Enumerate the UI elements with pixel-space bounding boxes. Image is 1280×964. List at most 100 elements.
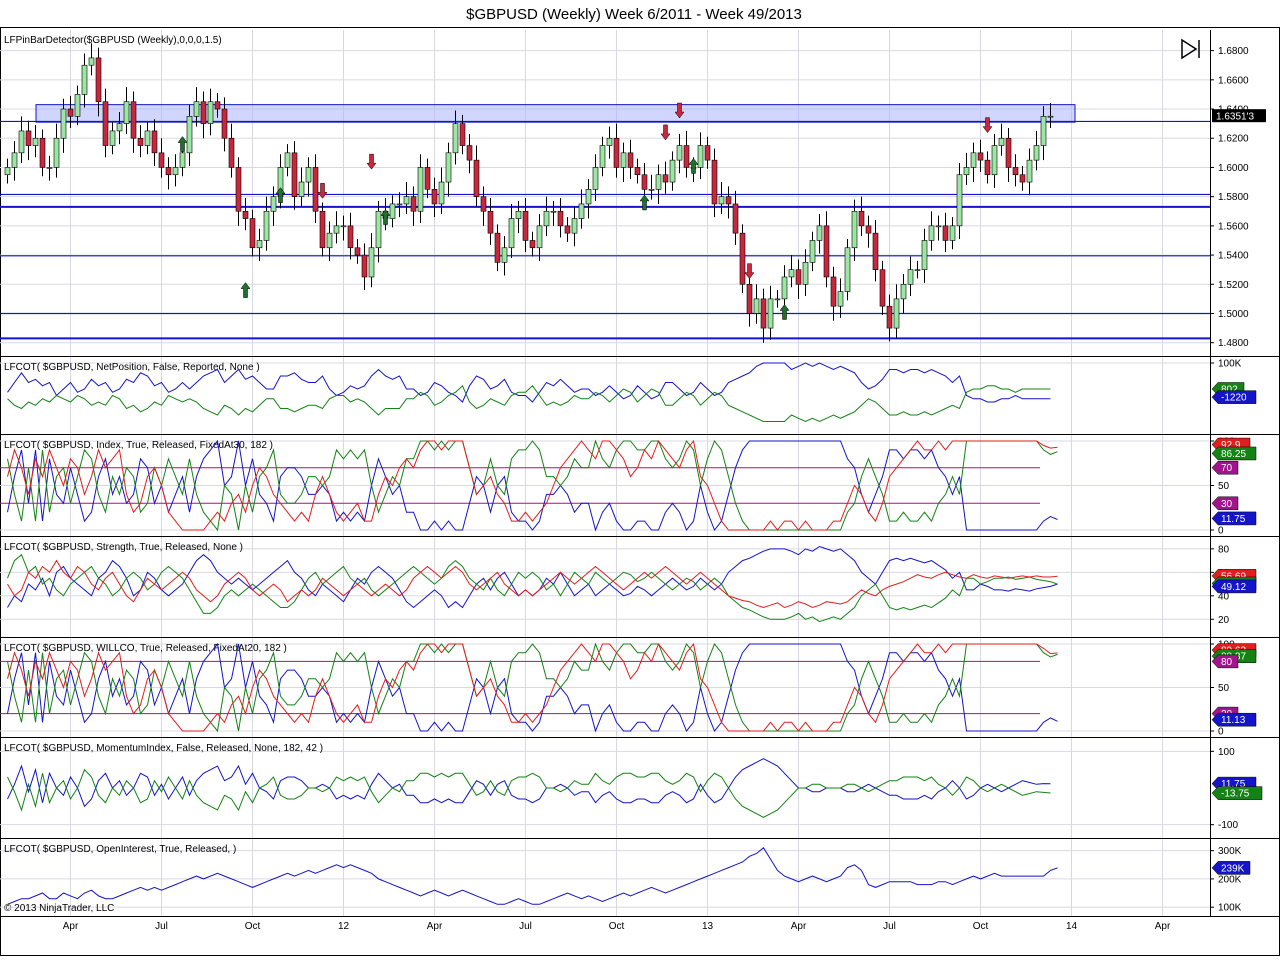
y-tick-label: 40 (1218, 591, 1230, 602)
candle-body (165, 167, 172, 176)
candle-body (914, 269, 921, 271)
candle-body (753, 298, 760, 314)
candle-body (970, 152, 977, 168)
pinbar-up-arrow (380, 209, 391, 225)
candle-body (144, 130, 151, 146)
candle-body (662, 174, 669, 183)
candle-body (403, 196, 410, 205)
pinbar-up-arrow (177, 136, 188, 152)
candle-body (172, 167, 179, 176)
candle-body (1026, 159, 1033, 183)
candle-body (53, 137, 60, 168)
candle-body (543, 210, 550, 227)
candle-body (81, 64, 88, 95)
candle-body (669, 159, 676, 183)
series-line-blue (7, 847, 1058, 905)
candle-body (109, 130, 116, 146)
candle-body (130, 101, 137, 139)
candle-body (459, 123, 466, 146)
candle-body (858, 210, 865, 227)
candle-body (207, 101, 214, 124)
candle-body (928, 225, 935, 241)
candle-body (333, 225, 340, 234)
candle-body (508, 218, 515, 249)
value-badge-text: -1220 (1221, 393, 1247, 404)
candle-body (4, 167, 11, 176)
candle-body (123, 101, 130, 124)
candle-body (60, 108, 67, 139)
x-tick-label: Oct (609, 921, 625, 932)
candle-body (88, 57, 95, 66)
candle-body (683, 145, 690, 168)
candle-body (823, 225, 830, 278)
candle-body (1040, 116, 1047, 146)
candle-body (228, 137, 235, 168)
candle-body (648, 189, 655, 191)
value-badge-text: 92.9 (1221, 440, 1241, 451)
y-tick-label: 0 (1218, 727, 1224, 738)
candle-body (998, 137, 1005, 146)
candle-body (977, 152, 984, 161)
candle-body (893, 298, 900, 329)
value-badge (1211, 446, 1257, 461)
y-tick-label: 50 (1218, 683, 1230, 694)
candle-body (676, 145, 683, 161)
candle-body (480, 196, 487, 212)
value-badge (1211, 460, 1239, 475)
candle-body (186, 116, 193, 154)
pane-label: LFCOT( $GBPUSD, NetPosition, False, Repo… (4, 362, 260, 373)
panes: 1.4800 1.5000 1.5200 1.5400 1.5600 1.5800 1.60… (0, 27, 1280, 956)
y-tick-label: 20 (1218, 615, 1230, 626)
candle-body (270, 196, 277, 212)
candle-body (263, 210, 270, 241)
series-line-green (7, 768, 1051, 818)
candle-body (578, 203, 585, 219)
candle-body (739, 232, 746, 285)
candle-body (501, 247, 508, 263)
pane-label: LFCOT( $GBPUSD, Index, True, Released, F… (4, 440, 273, 451)
candle-body (179, 152, 186, 168)
candle-body (963, 167, 970, 176)
last-price-badge (1212, 109, 1266, 123)
candle-body (851, 210, 858, 249)
candle-body (221, 108, 228, 139)
value-badge-text: 49.12 (1221, 582, 1246, 593)
candle-body (18, 130, 25, 154)
play-icon[interactable] (1181, 38, 1200, 60)
candle-body (116, 123, 123, 132)
candle-body (865, 225, 872, 234)
candle-body (137, 137, 144, 146)
candle-body (655, 174, 662, 190)
x-tick-label: Jul (519, 921, 532, 932)
pinbar-up-arrow (779, 304, 790, 320)
candle-body (613, 137, 620, 168)
value-badge (1211, 712, 1257, 727)
series-line-blue (7, 642, 1058, 733)
x-tick-label: Apr (791, 921, 807, 932)
candle-body (830, 276, 837, 307)
candle-body (431, 189, 438, 205)
pane-label: LFPinBarDetector($GBPUSD (Weekly),0,0,0,… (4, 35, 222, 46)
x-tick-label: Oct (245, 921, 261, 932)
candle-body (494, 232, 501, 263)
pane-2: 050100LFCOT( $GBPUSD, Index, True, Relea… (0, 435, 1280, 537)
candle-body (256, 240, 263, 249)
y-tick-label: 1.5800 (1218, 192, 1249, 203)
x-tick-label: Jul (883, 921, 896, 932)
candle-body (452, 123, 459, 154)
y-tick-label: 200K (1218, 874, 1242, 885)
candle-body (935, 225, 942, 228)
pinbar-down-arrow (366, 153, 377, 170)
candle-body (711, 159, 718, 205)
value-badge-text: 30 (1221, 499, 1233, 510)
candle-body (46, 167, 53, 169)
candle-body (627, 152, 634, 168)
pane-label: LFCOT( $GBPUSD, OpenInterest, True, Rele… (4, 844, 236, 855)
candle-body (837, 291, 844, 307)
candle-body (634, 167, 641, 176)
pinbar-down-arrow (744, 263, 755, 280)
pane-label: LFCOT( $GBPUSD, WILLCO, True, Released, … (4, 643, 287, 654)
value-badge-text: 11.13 (1221, 715, 1246, 726)
value-badge (1211, 579, 1257, 594)
